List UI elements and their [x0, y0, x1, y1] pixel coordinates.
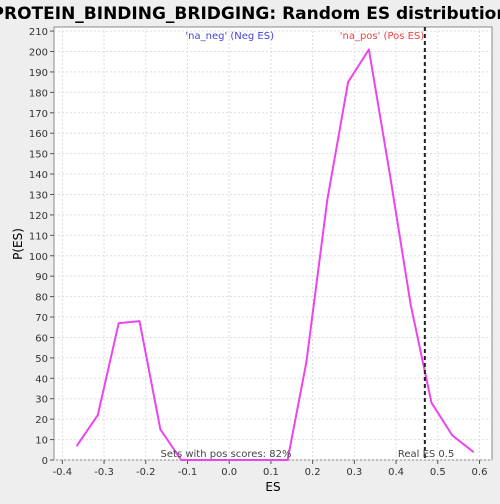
y-tick-label: 190	[29, 68, 48, 79]
x-tick-label: -0.2	[136, 467, 156, 478]
y-tick-label: 80	[35, 293, 48, 304]
data-point	[306, 361, 308, 363]
data-point	[431, 402, 433, 404]
x-tick-label: -0.3	[94, 467, 114, 478]
y-axis-label: P(ES)	[11, 228, 25, 260]
y-tick-label: 100	[29, 252, 48, 263]
y-tick-label: 10	[35, 436, 48, 447]
x-tick-label: 0.3	[346, 467, 362, 478]
data-point	[76, 445, 78, 447]
data-point	[368, 49, 370, 51]
data-point	[139, 320, 141, 322]
data-point	[118, 322, 120, 324]
y-tick-label: 150	[29, 150, 48, 161]
y-tick-label: 50	[35, 354, 48, 365]
y-tick-label: 140	[29, 170, 48, 181]
chart-title: PROTEIN_BINDING_BRIDGING: Random ES dist…	[0, 4, 500, 24]
data-point	[410, 304, 412, 306]
y-tick-label: 200	[29, 48, 48, 59]
y-tick-label: 90	[35, 272, 48, 283]
x-tick-label: -0.4	[53, 467, 73, 478]
y-tick-label: 180	[29, 88, 48, 99]
data-point	[389, 173, 391, 175]
legend-entry: 'na_pos' (Pos ES)	[340, 31, 425, 42]
data-point	[347, 81, 349, 83]
y-tick-label: 30	[35, 395, 48, 406]
data-point	[326, 200, 328, 202]
data-point	[452, 435, 454, 437]
data-point	[160, 429, 162, 431]
y-tick-label: 210	[29, 27, 48, 38]
x-tick-label: 0.0	[221, 467, 237, 478]
y-tick-label: 70	[35, 313, 48, 324]
y-tick-label: 40	[35, 374, 48, 385]
y-tick-label: 110	[29, 231, 48, 242]
y-tick-label: 0	[42, 456, 48, 467]
data-point	[472, 451, 474, 453]
y-tick-label: 170	[29, 109, 48, 120]
y-tick-label: 130	[29, 190, 48, 201]
y-tick-label: 60	[35, 333, 48, 344]
y-tick-label: 160	[29, 129, 48, 140]
x-tick-label: 0.4	[388, 467, 404, 478]
y-tick-label: 20	[35, 415, 48, 426]
x-tick-label: 0.1	[263, 467, 279, 478]
x-tick-label: 0.5	[430, 467, 446, 478]
y-tick-label: 120	[29, 211, 48, 222]
real-es-label: Real ES 0.5	[398, 449, 454, 460]
legend-entry: 'na_neg' (Neg ES)	[185, 31, 274, 42]
data-point	[97, 414, 99, 416]
pos-scores-annotation: Sets with pos scores: 82%	[161, 449, 292, 460]
x-tick-label: -0.1	[178, 467, 198, 478]
x-tick-label: 0.2	[305, 467, 321, 478]
x-axis-label: ES	[265, 480, 280, 494]
x-tick-label: 0.6	[472, 467, 488, 478]
